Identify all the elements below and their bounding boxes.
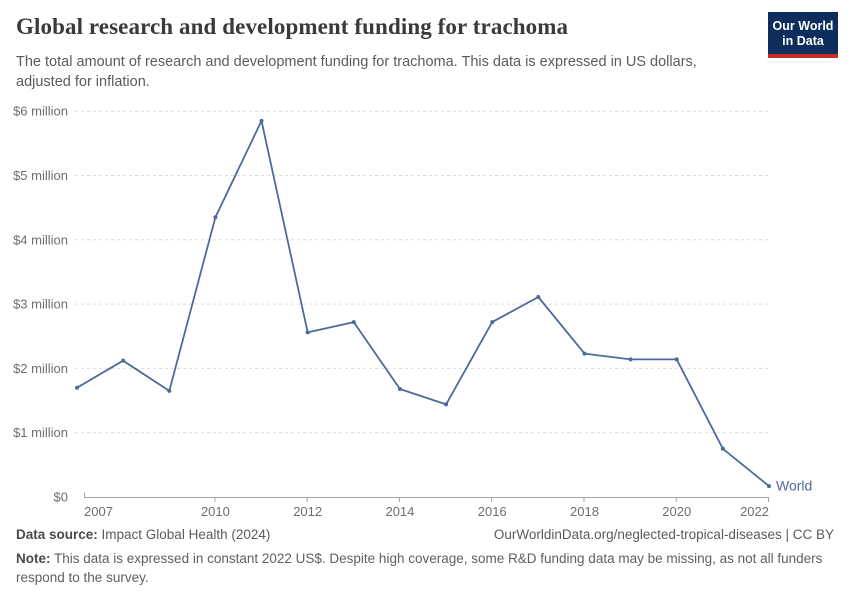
page-title: Global research and development funding … — [16, 14, 569, 39]
data-point-2017 — [536, 295, 541, 300]
data-point-2013 — [351, 320, 356, 325]
x-tick-label: 2010 — [201, 504, 230, 519]
x-tick-label: 2014 — [385, 504, 414, 519]
y-tick-label: $0 — [54, 490, 68, 505]
line-chart: $0 $1 million $2 million $3 million $4 milli… — [13, 104, 812, 519]
footer-note: Note: This data is expressed in constant… — [16, 550, 828, 588]
x-tick-label: 2007 — [84, 504, 113, 519]
data-source: Data source: Impact Global Health (2024) — [16, 527, 270, 542]
y-tick-label: $1 million — [13, 425, 68, 440]
entity-label-world[interactable]: World — [776, 478, 812, 494]
x-tick-label: 2020 — [662, 504, 691, 519]
data-point-2009 — [167, 388, 172, 393]
data-point-2014 — [397, 386, 402, 391]
x-tick-label: 2012 — [293, 504, 322, 519]
data-source-label: Data source: — [16, 527, 98, 542]
x-tick-label: 2022 — [740, 504, 769, 519]
data-point-2007 — [75, 385, 79, 390]
chart-subtitle: The total amount of research and develop… — [16, 54, 697, 90]
data-point-2008 — [121, 358, 126, 363]
note-value: This data is expressed in constant 2022 … — [16, 551, 823, 585]
footer-source-row: Data source: Impact Global Health (2024)… — [16, 527, 834, 542]
y-tick-label: $4 million — [13, 232, 68, 247]
data-point-2010 — [213, 215, 218, 220]
data-point-2016 — [490, 320, 495, 325]
y-tick-label: $5 million — [13, 168, 68, 183]
y-tick-label: $6 million — [13, 104, 68, 119]
owid-url-link[interactable]: OurWorldinData.org/neglected-tropical-di… — [493, 527, 834, 542]
data-source-value: Impact Global Health (2024) — [97, 527, 271, 542]
data-point-2018 — [582, 351, 587, 356]
world-line-path — [76, 119, 770, 488]
note-label: Note: — [16, 551, 51, 566]
data-point-2020 — [674, 357, 679, 362]
data-point-2015 — [444, 402, 449, 407]
owid-logo-line1: Our World — [772, 19, 834, 33]
owid-logo-line2: in Data — [782, 33, 824, 48]
data-point-2019 — [628, 357, 633, 362]
data-point-2021 — [720, 446, 725, 451]
data-point-2022 — [767, 484, 771, 489]
x-tick-label: 2016 — [478, 504, 507, 519]
data-point-2012 — [305, 330, 310, 335]
data-point-2011 — [259, 118, 264, 123]
y-tick-label: $2 million — [13, 361, 68, 376]
owid-logo[interactable]: Our World in Data — [768, 12, 838, 58]
chart-area: $0 $1 million $2 million $3 million $4 milli… — [0, 90, 850, 524]
x-tick-label: 2018 — [570, 504, 599, 519]
y-tick-label: $3 million — [13, 297, 68, 312]
